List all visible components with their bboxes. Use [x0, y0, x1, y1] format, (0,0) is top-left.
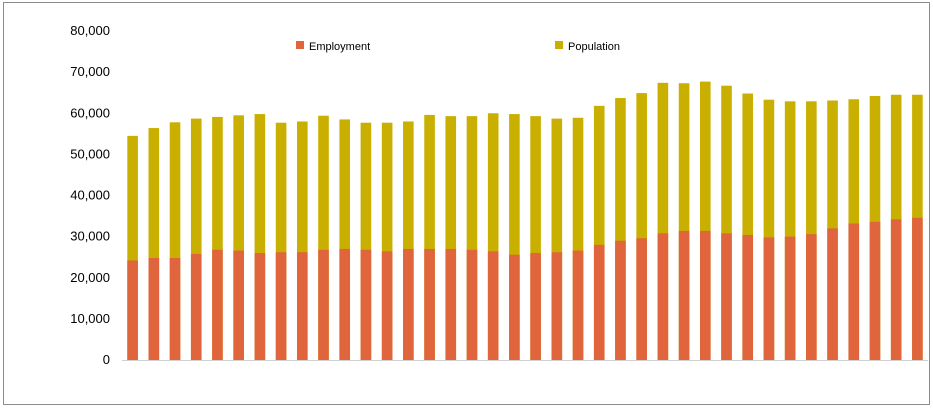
population-bar: [318, 115, 329, 360]
employment-bar: [190, 253, 202, 360]
employment-bar: [318, 249, 329, 360]
employment-bar: [742, 234, 754, 360]
employment-bar: [551, 252, 563, 360]
population-bar: [466, 116, 478, 360]
y-tick-label: 40,000: [70, 188, 110, 203]
population-bar: [636, 93, 647, 360]
employment-bar: [678, 230, 690, 360]
population-bar: [657, 82, 669, 360]
legend-label-population: Population: [568, 41, 620, 53]
y-tick-label: 60,000: [70, 105, 110, 120]
employment-bar: [381, 251, 393, 360]
population-bar: [381, 122, 393, 361]
population-bar: [509, 114, 520, 360]
y-tick-label: 10,000: [70, 311, 110, 326]
population-bar: [169, 122, 181, 360]
y-tick-label: 70,000: [70, 64, 110, 79]
employment-bar: [487, 251, 499, 360]
employment-bar: [636, 238, 647, 360]
population-bar: [806, 101, 817, 360]
employment-bar: [275, 252, 287, 360]
employment-bar: [530, 253, 541, 360]
employment-bar: [869, 221, 881, 360]
population-bar: [254, 114, 266, 360]
population-bar: [212, 116, 223, 360]
employment-bar: [806, 234, 817, 360]
population-bar: [148, 128, 160, 360]
population-bar: [699, 81, 711, 360]
employment-bar: [169, 258, 181, 360]
employment-bar: [403, 248, 414, 360]
employment-bar: [615, 240, 626, 360]
employment-bar: [721, 233, 732, 360]
population-bar: [127, 135, 138, 360]
employment-bar: [848, 223, 860, 360]
legend-swatch-population: [555, 41, 563, 49]
y-tick-label: 30,000: [70, 229, 110, 244]
employment-bar: [784, 236, 796, 361]
population-bar: [615, 98, 626, 360]
y-tick-label: 0: [103, 352, 110, 367]
population-bar: [339, 119, 351, 360]
population-bar: [360, 122, 372, 361]
population-bar: [445, 116, 457, 360]
employment-bar: [699, 230, 711, 360]
employment-bar: [296, 252, 308, 360]
population-bar: [678, 83, 690, 360]
population-bar: [403, 121, 414, 360]
population-bar: [296, 121, 308, 360]
y-tick-label: 80,000: [70, 23, 110, 38]
population-bar: [551, 118, 563, 360]
employment-bar: [890, 219, 902, 360]
employment-bar: [233, 250, 244, 360]
population-bar: [742, 93, 754, 360]
legend-swatch-employment: [296, 41, 304, 49]
employment-bar: [339, 248, 351, 360]
population-bar: [721, 85, 732, 360]
employment-bar: [593, 244, 605, 360]
population-bar: [784, 101, 796, 360]
population-bar: [763, 99, 775, 361]
employment-bar: [827, 228, 838, 360]
population-bar: [572, 117, 584, 361]
legend-label-employment: Employment: [309, 41, 370, 53]
employment-bar: [212, 249, 223, 360]
employment-bar: [763, 237, 775, 360]
population-bar: [593, 105, 605, 360]
population-bar: [190, 118, 202, 360]
population-bar: [275, 122, 287, 361]
employment-bar: [509, 254, 520, 360]
employment-bar: [360, 249, 372, 360]
employment-bar: [657, 233, 669, 360]
employment-bar: [254, 253, 266, 360]
population-bar: [424, 114, 435, 361]
employment-bar: [466, 249, 478, 360]
population-bar: [233, 115, 244, 360]
employment-bar: [127, 260, 138, 360]
employment-bar: [572, 250, 584, 360]
employment-bar: [148, 258, 160, 360]
population-bar: [530, 116, 541, 360]
employment-bar: [445, 248, 457, 360]
employment-bar: [912, 217, 923, 360]
employment-bar: [424, 248, 435, 360]
population-bar: [487, 113, 499, 360]
y-tick-label: 20,000: [70, 270, 110, 285]
y-tick-label: 50,000: [70, 146, 110, 161]
